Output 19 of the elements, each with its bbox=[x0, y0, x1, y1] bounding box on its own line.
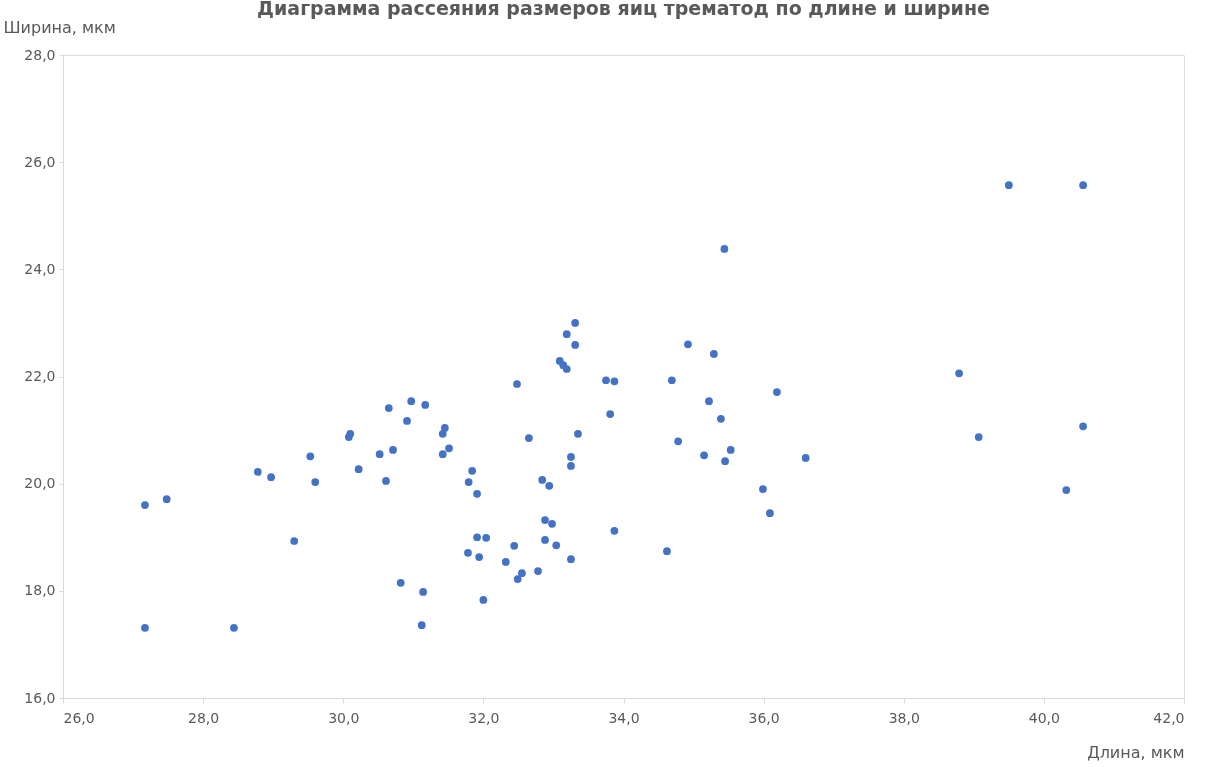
x-tick-label: 40,0 bbox=[1028, 709, 1060, 726]
x-tick-label: 26,0 bbox=[63, 709, 95, 726]
y-tick-label: 26,0 bbox=[24, 153, 56, 170]
chart-title: Диаграмма рассеяния размеров яиц трематод по длине и ширине bbox=[257, 0, 990, 19]
y-tick-label: 16,0 bbox=[24, 689, 56, 706]
x-tick-label: 38,0 bbox=[888, 709, 920, 726]
y-tick-label: 28,0 bbox=[24, 46, 56, 63]
x-tick-label: 32,0 bbox=[468, 709, 500, 726]
y-tick-label: 18,0 bbox=[24, 582, 56, 599]
y-tick-label: 20,0 bbox=[24, 475, 56, 492]
x-tick-label: 30,0 bbox=[328, 709, 360, 726]
x-tick-label: 36,0 bbox=[748, 709, 780, 726]
x-tick-label: 28,0 bbox=[188, 709, 220, 726]
y-tick-label: 24,0 bbox=[24, 260, 56, 277]
y-tick-label: 22,0 bbox=[24, 368, 56, 384]
x-tick-label: 42,0 bbox=[1153, 709, 1185, 726]
y-axis-title: Ширина, мкм bbox=[3, 17, 116, 37]
x-tick-label: 34,0 bbox=[608, 709, 640, 726]
x-axis-title: Длина, мкм bbox=[1087, 742, 1185, 762]
